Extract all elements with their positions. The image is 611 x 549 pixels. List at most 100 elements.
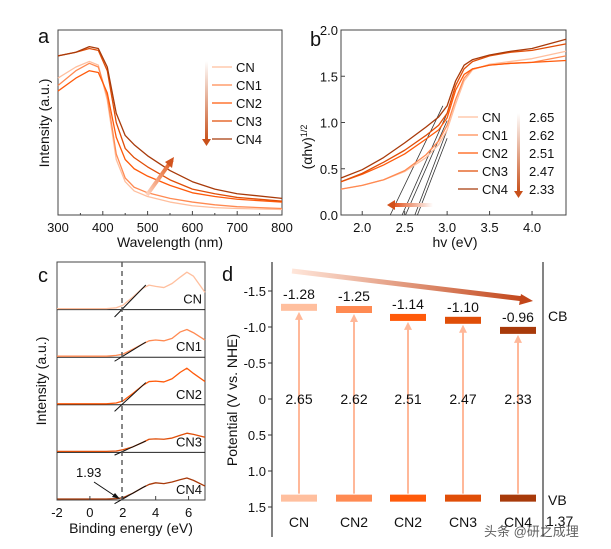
panel-b-bandgap-cn1: 2.62 <box>529 128 554 143</box>
panel-a-line-cn <box>57 60 283 211</box>
panel-c-xtick-label: 2 <box>119 505 126 520</box>
panel-d-cb-value: -1.14 <box>392 296 424 312</box>
panel-b-xtick-label: 2.5 <box>396 220 414 235</box>
panel-d-gap-value: 2.33 <box>504 391 531 407</box>
panel-c-spectrum-cn1 <box>57 328 206 357</box>
panel-b-xtick-label: 3.5 <box>481 220 499 235</box>
panel-b-bandgap-cn3: 2.47 <box>529 164 554 179</box>
panel-b-shift-arrowhead <box>387 200 395 210</box>
panel-b-legend-label-cn: CN <box>482 110 501 125</box>
panel-a-legend-label-cn1: CN1 <box>236 78 262 93</box>
panel-b-tangent-cn <box>417 138 448 216</box>
panel-a-line-cn4 <box>57 46 283 199</box>
panel-d-gap-arrowhead <box>404 321 412 330</box>
panel-d-vb-bar <box>390 494 426 502</box>
panel-d-gap-arrowhead <box>514 334 522 343</box>
panel-c-xtick-label: 6 <box>185 505 192 520</box>
panel-d-vb-bar <box>336 494 372 502</box>
panel-d-cb-value: -1.28 <box>283 286 315 302</box>
panel-d-cb-bar <box>445 316 481 324</box>
panel-c-tangent-cn <box>114 284 147 318</box>
panel-b-tangent-cn1 <box>414 129 448 216</box>
panel-d-gap-value: 2.62 <box>340 391 367 407</box>
panel-d-vb-label: VB <box>548 492 567 508</box>
panel-d-ytick-label: 0.5 <box>248 428 266 443</box>
panel-b-xtick-label: 2.0 <box>353 220 371 235</box>
panel-d-gap-value: 2.47 <box>449 391 476 407</box>
panel-a-legend-label-cn3: CN3 <box>236 114 262 129</box>
panel-d-gap-arrowhead <box>350 314 358 322</box>
panel-b-legend-label-cn4: CN4 <box>482 182 508 197</box>
panel-d-cb-bar <box>281 303 317 311</box>
panel-a-legend-label-cn4: CN4 <box>236 132 262 147</box>
panel-d-category-label: CN3 <box>449 514 477 530</box>
panel-d-category-label: CN2 <box>394 514 422 530</box>
panel-c: CN CN1 CN2 CN3 CN4 -2 0 2 4 6 Binding energy (eV… <box>33 261 206 536</box>
panel-b-bandgap-cn: 2.65 <box>529 110 554 125</box>
panel-c-label-cn3: CN3 <box>176 434 202 449</box>
panel-label-b: b <box>310 29 321 51</box>
panel-d-trend-arrow <box>291 268 525 302</box>
panel-label-c: c <box>38 265 48 287</box>
panel-b-ytick-label: 0.0 <box>320 208 338 223</box>
panel-a-ylabel: Intensity (a.u.) <box>36 79 52 168</box>
panel-d-gap-value: 2.65 <box>285 391 312 407</box>
panel-c-annotation: 1.93 <box>76 465 101 480</box>
panel-b-ytick-label: 0.5 <box>320 162 338 177</box>
panel-d-cb-bar <box>500 326 536 334</box>
panel-label-d: d <box>222 264 233 286</box>
panel-c-spectrum-cn4 <box>57 477 206 500</box>
panel-a-xtick-label: 600 <box>182 220 204 235</box>
panel-a-legend-arrow <box>205 61 208 141</box>
panel-c-xtick-label: 0 <box>86 505 93 520</box>
panel-a-legend-label-cn: CN <box>236 60 255 75</box>
panel-d-cb-bar <box>390 313 426 321</box>
panel-d-ylabel: Potential (V vs. NHE) <box>224 334 240 466</box>
panel-c-xlabel: Binding energy (eV) <box>69 520 193 536</box>
panel-d-category-label: CN <box>289 514 309 530</box>
panel-a-xlabel: Wavelength (nm) <box>117 234 223 250</box>
panel-a: 300 400 500 600 700 800 Wavelength (nm) Inten… <box>36 29 293 250</box>
panel-c-xtick-label: -2 <box>51 505 63 520</box>
panel-b-legend-label-cn2: CN2 <box>482 146 508 161</box>
panel-a-xtick-label: 300 <box>47 220 69 235</box>
panel-c-label-cn1: CN1 <box>176 339 202 354</box>
panel-d-ytick-label: -1.5 <box>244 284 266 299</box>
panel-b: 2.0 2.5 3.0 3.5 4.0 0.0 0.5 1.0 1.5 2.0 hv (eV) (… <box>299 23 567 250</box>
panel-d-cb-value: -1.25 <box>338 288 370 304</box>
panel-b-bandgap-cn2: 2.51 <box>529 146 554 161</box>
panel-a-xtick-label: 500 <box>137 220 159 235</box>
panel-a-trend-arrow <box>145 158 174 197</box>
panel-d-ytick-label: -1.0 <box>244 320 266 335</box>
panel-b-line-cn2 <box>340 59 567 183</box>
panel-d-category-label: CN4 <box>504 514 532 530</box>
panel-b-bandgap-cn4: 2.33 <box>529 182 554 197</box>
panel-b-tangent-cn4 <box>389 105 444 216</box>
panel-c-spectrum-cn <box>57 271 206 310</box>
panel-b-line-cn4 <box>340 38 567 179</box>
panel-d-cb-bar <box>336 306 372 313</box>
panel-c-spectrum-cn2 <box>57 367 206 405</box>
panel-a-line-cn3 <box>57 47 283 202</box>
panel-a-legend-label-cn2: CN2 <box>236 96 262 111</box>
panel-b-tangent-cn3 <box>401 113 448 216</box>
panel-d-cb-value: -0.96 <box>502 309 534 325</box>
panel-c-ylabel: Intensity (a.u.) <box>33 337 49 426</box>
panel-c-tangent-cn4 <box>114 485 147 505</box>
panel-d-vb-bar <box>445 494 481 502</box>
panel-d-trend-arrowhead <box>519 294 533 305</box>
panel-b-ytick-label: 2.0 <box>320 23 338 38</box>
panel-a-line-cn1 <box>57 62 283 210</box>
panel-d-vb-value: 1.37 <box>546 513 573 529</box>
panel-b-tangent-cn2 <box>405 120 448 216</box>
panel-c-tangent-cn1 <box>114 341 147 362</box>
panel-d-vb-bar <box>281 494 317 502</box>
panel-b-ytick-label: 1.0 <box>320 116 338 131</box>
panel-d-ytick-label: 1.5 <box>248 500 266 515</box>
panel-a-xtick-label: 700 <box>226 220 248 235</box>
panel-d: -1.5 -1.0 -0.5 0 0.5 1.0 1.5 Potential (V vs. … <box>224 262 573 537</box>
panel-b-xlabel: hv (eV) <box>432 234 477 250</box>
panel-d-ytick-label: -0.5 <box>244 356 266 371</box>
panel-label-a: a <box>38 26 50 48</box>
